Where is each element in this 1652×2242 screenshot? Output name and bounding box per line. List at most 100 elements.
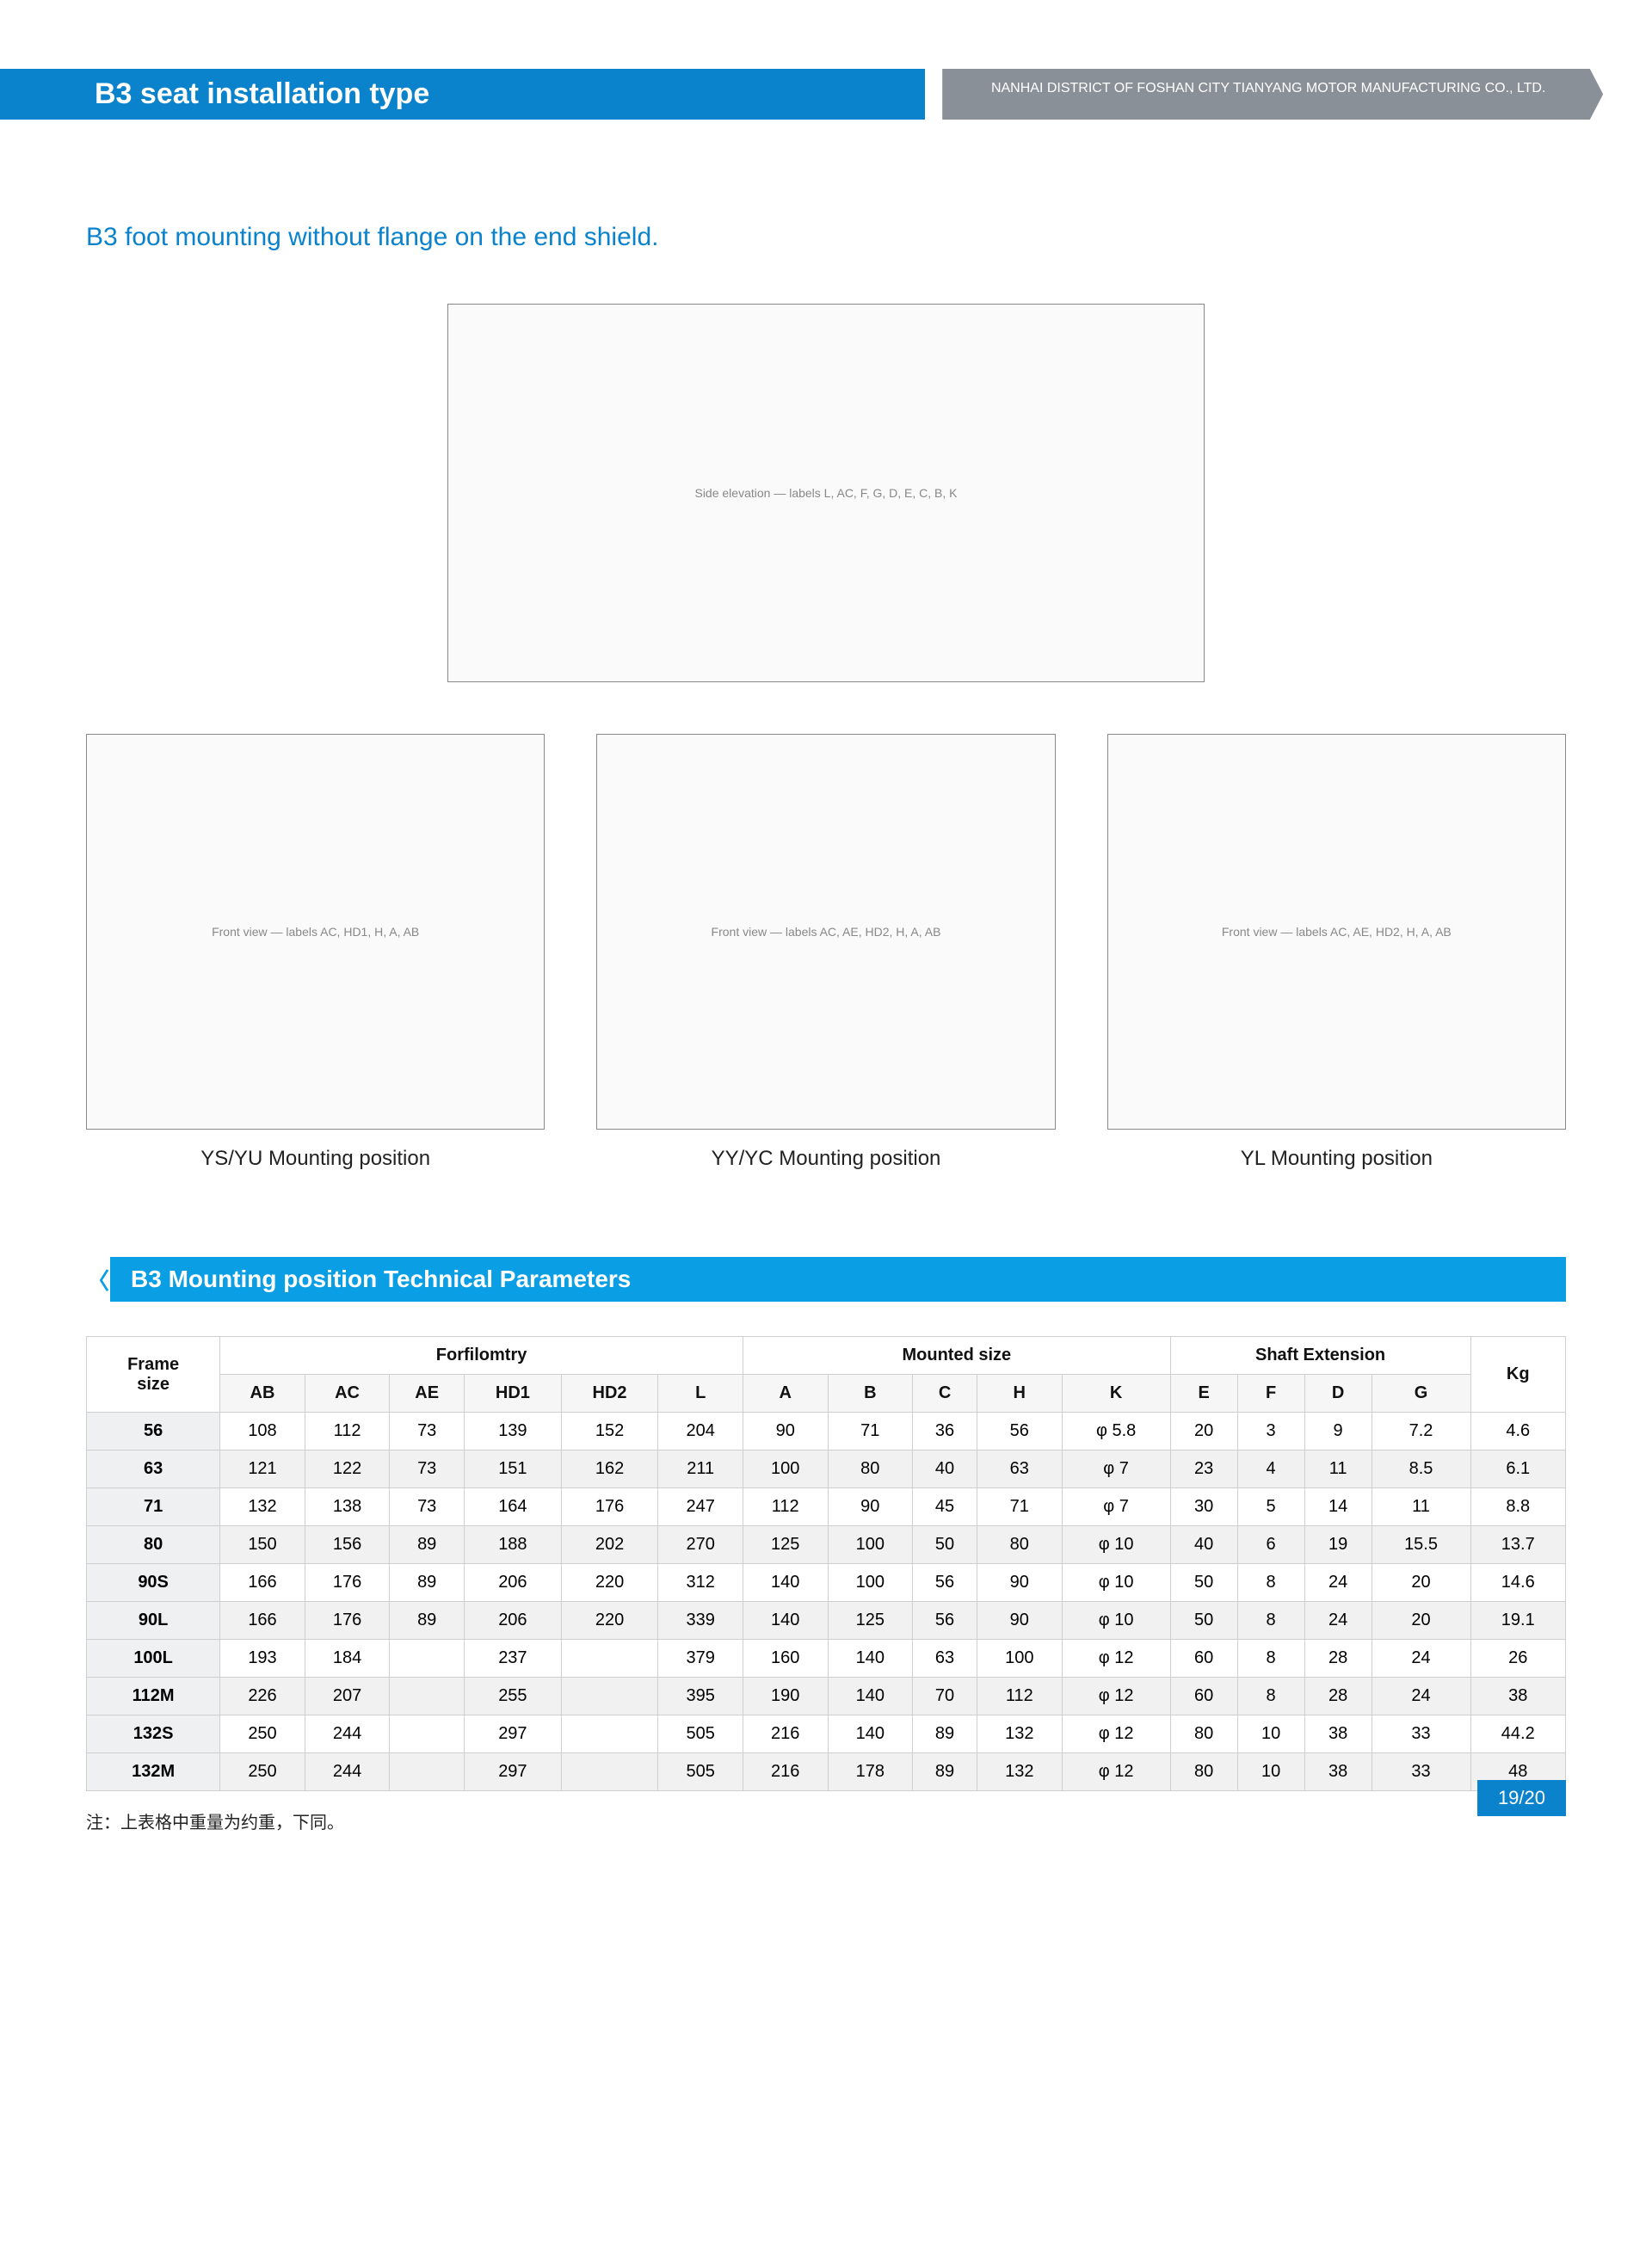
- subtitle: B3 foot mounting without flange on the e…: [86, 223, 1566, 252]
- cell: 8: [1237, 1564, 1304, 1602]
- cell: 112: [977, 1678, 1063, 1715]
- diagram-0: Front view — labels AC, HD1, H, A, AB: [86, 734, 545, 1130]
- section-marker-icon: 〈: [86, 1257, 110, 1302]
- cell: 176: [561, 1488, 658, 1526]
- table-row: 100L19318423737916014063100φ 12608282426: [87, 1640, 1566, 1678]
- diagram-caption-0: YS/YU Mounting position: [200, 1147, 430, 1171]
- cell: 63: [977, 1451, 1063, 1488]
- cell-frame: 132M: [87, 1753, 220, 1791]
- cell: φ 7: [1062, 1451, 1170, 1488]
- cell: 89: [913, 1715, 977, 1753]
- cell: 206: [465, 1602, 562, 1640]
- diagrams-area: Side elevation — labels L, AC, F, G, D, …: [86, 304, 1566, 1171]
- page-title-left: B3 seat installation type: [0, 69, 925, 120]
- cell: 176: [305, 1564, 390, 1602]
- cell: 140: [828, 1715, 913, 1753]
- cell: 312: [658, 1564, 743, 1602]
- cell: 8: [1237, 1678, 1304, 1715]
- cell: 60: [1170, 1640, 1237, 1678]
- cell: 121: [220, 1451, 305, 1488]
- page-number: 19/20: [1477, 1780, 1566, 1816]
- cell: 38: [1304, 1715, 1372, 1753]
- cell: 166: [220, 1602, 305, 1640]
- cell: 250: [220, 1753, 305, 1791]
- main-diagram: Side elevation — labels L, AC, F, G, D, …: [447, 304, 1205, 682]
- cell: 24: [1372, 1640, 1470, 1678]
- cell: 216: [743, 1753, 828, 1791]
- cell: 9: [1304, 1413, 1372, 1451]
- row-diagrams: Front view — labels AC, HD1, H, A, AB YS…: [86, 734, 1566, 1171]
- cell: 56: [977, 1413, 1063, 1451]
- cell: 60: [1170, 1678, 1237, 1715]
- cell: 8.8: [1470, 1488, 1566, 1526]
- cell: 122: [305, 1451, 390, 1488]
- cell: 89: [390, 1564, 465, 1602]
- cell-frame: 112M: [87, 1678, 220, 1715]
- cell: φ 12: [1062, 1640, 1170, 1678]
- cell: 10: [1237, 1753, 1304, 1791]
- cell: 10: [1237, 1715, 1304, 1753]
- cell: 6.1: [1470, 1451, 1566, 1488]
- cell: 244: [305, 1715, 390, 1753]
- cell: 395: [658, 1678, 743, 1715]
- cell: 80: [977, 1526, 1063, 1564]
- cell: 160: [743, 1640, 828, 1678]
- cell: 132: [977, 1715, 1063, 1753]
- cell: 36: [913, 1413, 977, 1451]
- cell: 50: [1170, 1564, 1237, 1602]
- table-note: 注：上表格中重量为约重，下同。: [86, 1808, 1566, 1833]
- th-sub-AE: AE: [390, 1375, 465, 1413]
- cell: φ 7: [1062, 1488, 1170, 1526]
- th-sub-HD2: HD2: [561, 1375, 658, 1413]
- params-tbody: 561081127313915220490713656φ 5.820397.24…: [87, 1413, 1566, 1791]
- cell: φ 10: [1062, 1602, 1170, 1640]
- cell: 4.6: [1470, 1413, 1566, 1451]
- company-name-banner: NANHAI DISTRICT OF FOSHAN CITY TIANYANG …: [942, 69, 1603, 120]
- cell-frame: 90L: [87, 1602, 220, 1640]
- cell: 24: [1372, 1678, 1470, 1715]
- cell: 237: [465, 1640, 562, 1678]
- cell: [390, 1753, 465, 1791]
- section-title: B3 Mounting position Technical Parameter…: [110, 1257, 1566, 1302]
- cell: 40: [913, 1451, 977, 1488]
- cell: 297: [465, 1753, 562, 1791]
- cell: [561, 1678, 658, 1715]
- cell: φ 12: [1062, 1715, 1170, 1753]
- cell: 184: [305, 1640, 390, 1678]
- cell: 90: [743, 1413, 828, 1451]
- cell: 138: [305, 1488, 390, 1526]
- cell: 73: [390, 1413, 465, 1451]
- cell: 28: [1304, 1678, 1372, 1715]
- cell: 125: [828, 1602, 913, 1640]
- cell: 89: [390, 1526, 465, 1564]
- cell: 3: [1237, 1413, 1304, 1451]
- table-row: 132S25024429750521614089132φ 12801038334…: [87, 1715, 1566, 1753]
- cell: 44.2: [1470, 1715, 1566, 1753]
- cell-frame: 80: [87, 1526, 220, 1564]
- table-row: 132M25024429750521617889132φ 12801038334…: [87, 1753, 1566, 1791]
- cell: 73: [390, 1451, 465, 1488]
- cell: 132: [220, 1488, 305, 1526]
- cell: 151: [465, 1451, 562, 1488]
- cell: 40: [1170, 1526, 1237, 1564]
- params-table: Frame size Forfilomtry Mounted size Shaf…: [86, 1336, 1566, 1791]
- th-sub-H: H: [977, 1375, 1063, 1413]
- table-row: 80150156891882022701251005080φ 104061915…: [87, 1526, 1566, 1564]
- table-row: 6312112273151162211100804063φ 7234118.56…: [87, 1451, 1566, 1488]
- cell: 211: [658, 1451, 743, 1488]
- th-sub-B: B: [828, 1375, 913, 1413]
- cell: 38: [1304, 1753, 1372, 1791]
- cell: 70: [913, 1678, 977, 1715]
- diagram-1: Front view — labels AC, AE, HD2, H, A, A…: [596, 734, 1055, 1130]
- cell: [390, 1715, 465, 1753]
- cell: 19.1: [1470, 1602, 1566, 1640]
- cell: 19: [1304, 1526, 1372, 1564]
- params-thead: Frame size Forfilomtry Mounted size Shaf…: [87, 1337, 1566, 1413]
- cell: 125: [743, 1526, 828, 1564]
- cell: 11: [1304, 1451, 1372, 1488]
- cell: 80: [1170, 1715, 1237, 1753]
- cell: 132: [977, 1753, 1063, 1791]
- cell: 166: [220, 1564, 305, 1602]
- cell: 164: [465, 1488, 562, 1526]
- table-row: 561081127313915220490713656φ 5.820397.24…: [87, 1413, 1566, 1451]
